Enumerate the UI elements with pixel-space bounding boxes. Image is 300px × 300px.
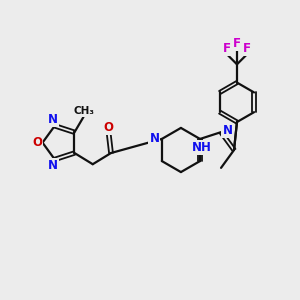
Text: N: N <box>149 132 159 145</box>
Text: O: O <box>32 136 42 149</box>
Text: N: N <box>48 113 58 126</box>
Text: F: F <box>223 42 231 55</box>
Text: CH₃: CH₃ <box>74 106 95 116</box>
Text: F: F <box>243 42 251 55</box>
Text: O: O <box>103 121 113 134</box>
Text: N: N <box>223 124 232 137</box>
Text: N: N <box>48 159 58 172</box>
Text: NH: NH <box>192 141 212 154</box>
Text: F: F <box>233 37 241 50</box>
